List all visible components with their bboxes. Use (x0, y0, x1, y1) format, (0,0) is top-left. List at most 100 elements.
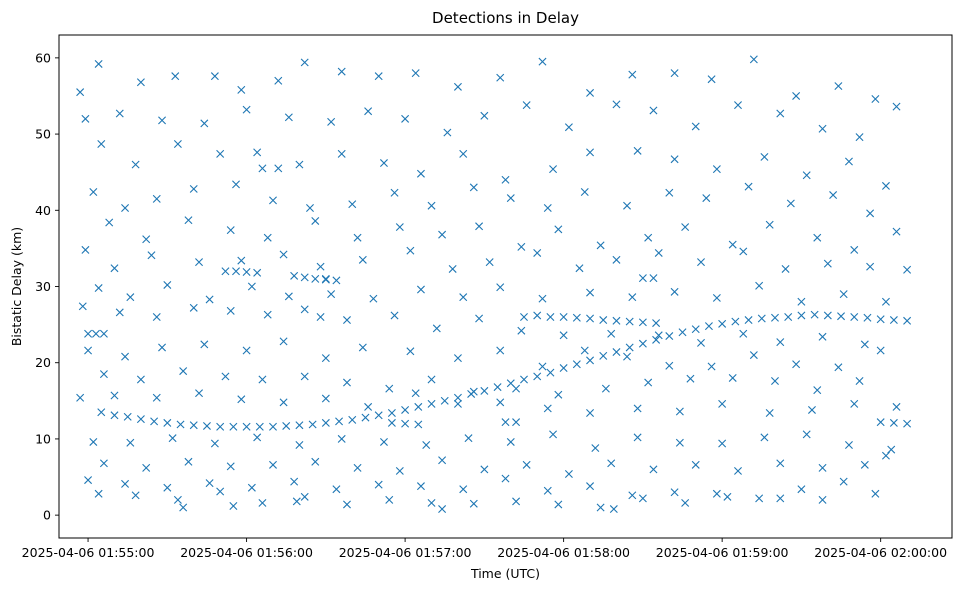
data-point (501, 474, 510, 483)
data-point (200, 119, 209, 128)
data-point (818, 124, 827, 133)
data-point (126, 438, 135, 447)
data-point (533, 372, 542, 381)
data-point (284, 113, 293, 122)
data-point (94, 59, 103, 68)
y-tick-label: 40 (35, 203, 51, 218)
data-point (469, 387, 478, 396)
data-point (792, 91, 801, 100)
data-point (321, 394, 330, 403)
data-point (84, 346, 93, 355)
data-point (253, 148, 262, 157)
data-point (229, 422, 238, 431)
data-point (316, 312, 325, 321)
data-point (274, 164, 283, 173)
data-point (99, 370, 108, 379)
data-point (110, 391, 119, 400)
data-point (734, 466, 742, 475)
data-point (81, 245, 90, 254)
data-point (337, 434, 346, 443)
data-point (387, 409, 396, 418)
data-point (438, 456, 447, 465)
data-point (797, 485, 806, 494)
data-point (554, 500, 563, 509)
data-point (554, 390, 563, 399)
data-point (99, 459, 108, 468)
data-point (126, 293, 135, 302)
data-point (232, 267, 241, 276)
data-point (232, 180, 241, 189)
data-point (609, 505, 618, 514)
data-point (237, 395, 246, 404)
data-point (300, 273, 309, 282)
data-point (633, 433, 642, 442)
data-point (136, 78, 145, 87)
data-point (675, 407, 684, 416)
data-point (633, 146, 642, 155)
data-point (506, 437, 515, 446)
data-point (81, 114, 90, 123)
data-point (707, 75, 716, 84)
data-point (586, 409, 595, 418)
data-point (596, 503, 605, 512)
data-point (564, 469, 573, 478)
data-point (115, 109, 124, 118)
data-point (147, 251, 156, 260)
data-point (136, 375, 145, 384)
data-point (625, 343, 634, 352)
data-point (612, 348, 621, 357)
data-point (538, 57, 547, 66)
data-point (76, 88, 85, 97)
data-point (786, 199, 795, 208)
data-point (633, 404, 642, 413)
data-point (258, 498, 267, 507)
data-point (374, 411, 383, 420)
data-point (678, 328, 687, 337)
x-tick-label: 2025-04-06 02:00:00 (814, 545, 947, 560)
data-point (546, 312, 555, 321)
data-point (401, 419, 410, 428)
data-point (210, 72, 219, 81)
data-point (358, 343, 367, 352)
data-point (440, 396, 449, 405)
data-point (189, 184, 198, 193)
data-point (300, 492, 309, 501)
data-point (453, 82, 462, 91)
data-point (115, 308, 124, 317)
data-point (443, 128, 452, 137)
data-point (480, 386, 489, 395)
data-point (607, 329, 616, 338)
data-point (823, 311, 832, 320)
data-point (522, 101, 531, 110)
y-axis-label: Bistatic Delay (km) (9, 227, 24, 346)
data-point (226, 306, 235, 315)
data-point (823, 259, 832, 268)
data-point (189, 303, 198, 312)
plot-area (59, 35, 952, 538)
data-point (158, 343, 167, 352)
data-point (295, 441, 304, 450)
data-point (332, 276, 341, 285)
data-point (221, 372, 230, 381)
data-point (387, 418, 396, 427)
data-point (586, 314, 595, 323)
data-point (110, 411, 119, 420)
data-point (892, 227, 901, 236)
data-point (876, 346, 885, 355)
data-point (638, 274, 647, 283)
data-point (739, 329, 748, 338)
data-point (543, 404, 552, 413)
data-point (163, 418, 172, 427)
data-point (670, 155, 679, 164)
data-point (601, 384, 610, 393)
data-point (300, 372, 309, 381)
data-point (255, 422, 264, 431)
data-point (564, 123, 573, 132)
data-point (189, 421, 198, 430)
data-point (638, 339, 647, 348)
data-point (173, 495, 182, 504)
data-point (195, 258, 204, 267)
data-point (575, 264, 584, 273)
data-point (559, 312, 568, 321)
data-point (205, 479, 214, 488)
